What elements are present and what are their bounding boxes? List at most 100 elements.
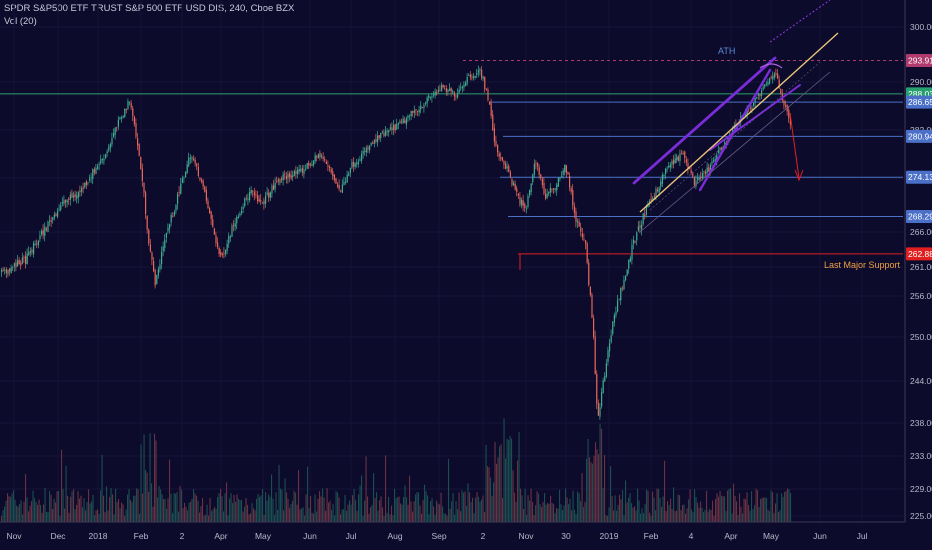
candle-body — [133, 116, 135, 125]
candle-body — [559, 177, 561, 180]
candle-body — [404, 120, 406, 123]
time-tick-label: 2018 — [89, 531, 108, 541]
volume-bar — [350, 504, 352, 522]
candle-body — [500, 157, 502, 159]
volume-bar — [461, 490, 463, 522]
volume-bar — [283, 510, 285, 522]
candle-body — [516, 188, 518, 192]
candle-body — [545, 193, 547, 199]
candle-body — [557, 177, 559, 187]
candle-body — [322, 157, 324, 159]
candle-body — [689, 168, 691, 170]
volume-bar — [311, 512, 313, 522]
volume-bar — [157, 497, 159, 522]
time-tick-label: 2 — [481, 531, 486, 541]
volume-bar — [482, 495, 484, 522]
volume-bar — [467, 483, 469, 522]
candle-body — [239, 213, 241, 216]
volume-bar — [698, 507, 700, 522]
volume-bar — [266, 500, 268, 522]
candle-body — [532, 174, 534, 183]
candle-body — [538, 167, 540, 175]
candle-body — [65, 200, 67, 203]
volume-bar — [586, 458, 588, 522]
candle-body — [402, 118, 404, 124]
volume-bar — [712, 500, 714, 522]
volume-bar — [305, 494, 307, 522]
volume-bar — [640, 513, 642, 522]
candle-body — [316, 156, 318, 158]
time-tick-label: May — [255, 531, 272, 541]
volume-bar — [121, 502, 123, 522]
volume-bar — [409, 475, 411, 522]
volume-bar — [779, 510, 781, 522]
volume-bar — [560, 504, 562, 522]
support-resistance-lines — [0, 59, 903, 270]
volume-bar — [122, 504, 124, 522]
candle-body — [257, 195, 259, 202]
candle-body — [399, 121, 401, 124]
volume-bar — [365, 456, 367, 522]
candle-body — [276, 181, 278, 183]
volume-bar — [760, 498, 762, 522]
candle-body — [433, 94, 435, 96]
volume-bar — [752, 509, 754, 522]
candle-body — [29, 251, 31, 253]
volume-bar — [682, 505, 684, 522]
volume-bar — [745, 499, 747, 522]
candle-body — [205, 190, 207, 201]
volume-bar — [47, 512, 49, 522]
volume-bar — [719, 490, 721, 522]
candle-body — [397, 122, 399, 125]
candle-body — [703, 171, 705, 173]
volume-bar — [278, 464, 280, 522]
volume-bar — [146, 472, 148, 522]
candle-body — [373, 140, 375, 144]
volume-bar — [512, 470, 514, 522]
volume-bar — [736, 501, 738, 522]
volume-bar — [677, 494, 679, 522]
candle-body — [141, 168, 143, 181]
candle-body — [554, 188, 556, 190]
candle-body — [429, 96, 431, 98]
volume-bar — [349, 500, 351, 522]
candle-body — [537, 163, 539, 167]
candle-body — [423, 105, 425, 108]
candle-body — [49, 220, 51, 222]
volume-bar — [326, 488, 328, 522]
candle-body — [751, 107, 753, 110]
time-tick-label: May — [763, 531, 780, 541]
volume-bar — [683, 504, 685, 522]
candle-body — [785, 105, 787, 107]
price-label-262.88: 262.88 — [908, 249, 932, 259]
volume-bar — [451, 501, 453, 522]
top-arc — [759, 63, 783, 69]
volume-bar — [647, 491, 649, 522]
candle-body — [450, 87, 452, 92]
volume-bar — [235, 502, 237, 522]
candle-body — [583, 239, 585, 241]
volume-bar — [692, 512, 694, 522]
volume-bar — [731, 513, 733, 522]
target-arrow-head — [794, 169, 804, 182]
volume-bar — [181, 489, 183, 522]
candle-body — [567, 171, 569, 175]
volume-bar — [124, 515, 126, 522]
candle-body — [623, 279, 625, 290]
candle-body — [581, 233, 583, 238]
candle-body — [351, 161, 353, 168]
indicator-label: Vol (20) — [4, 16, 37, 27]
volume-bar — [679, 495, 681, 522]
candle-body — [692, 173, 694, 177]
volume-bar — [614, 495, 616, 522]
candle-body — [396, 124, 398, 130]
volume-bar — [575, 514, 577, 522]
volume-bar — [689, 489, 691, 522]
volume-bar — [641, 508, 643, 522]
candle-body — [250, 189, 252, 193]
volume-bar — [394, 488, 396, 522]
volume-bar — [274, 514, 276, 522]
volume-bar — [448, 458, 450, 522]
